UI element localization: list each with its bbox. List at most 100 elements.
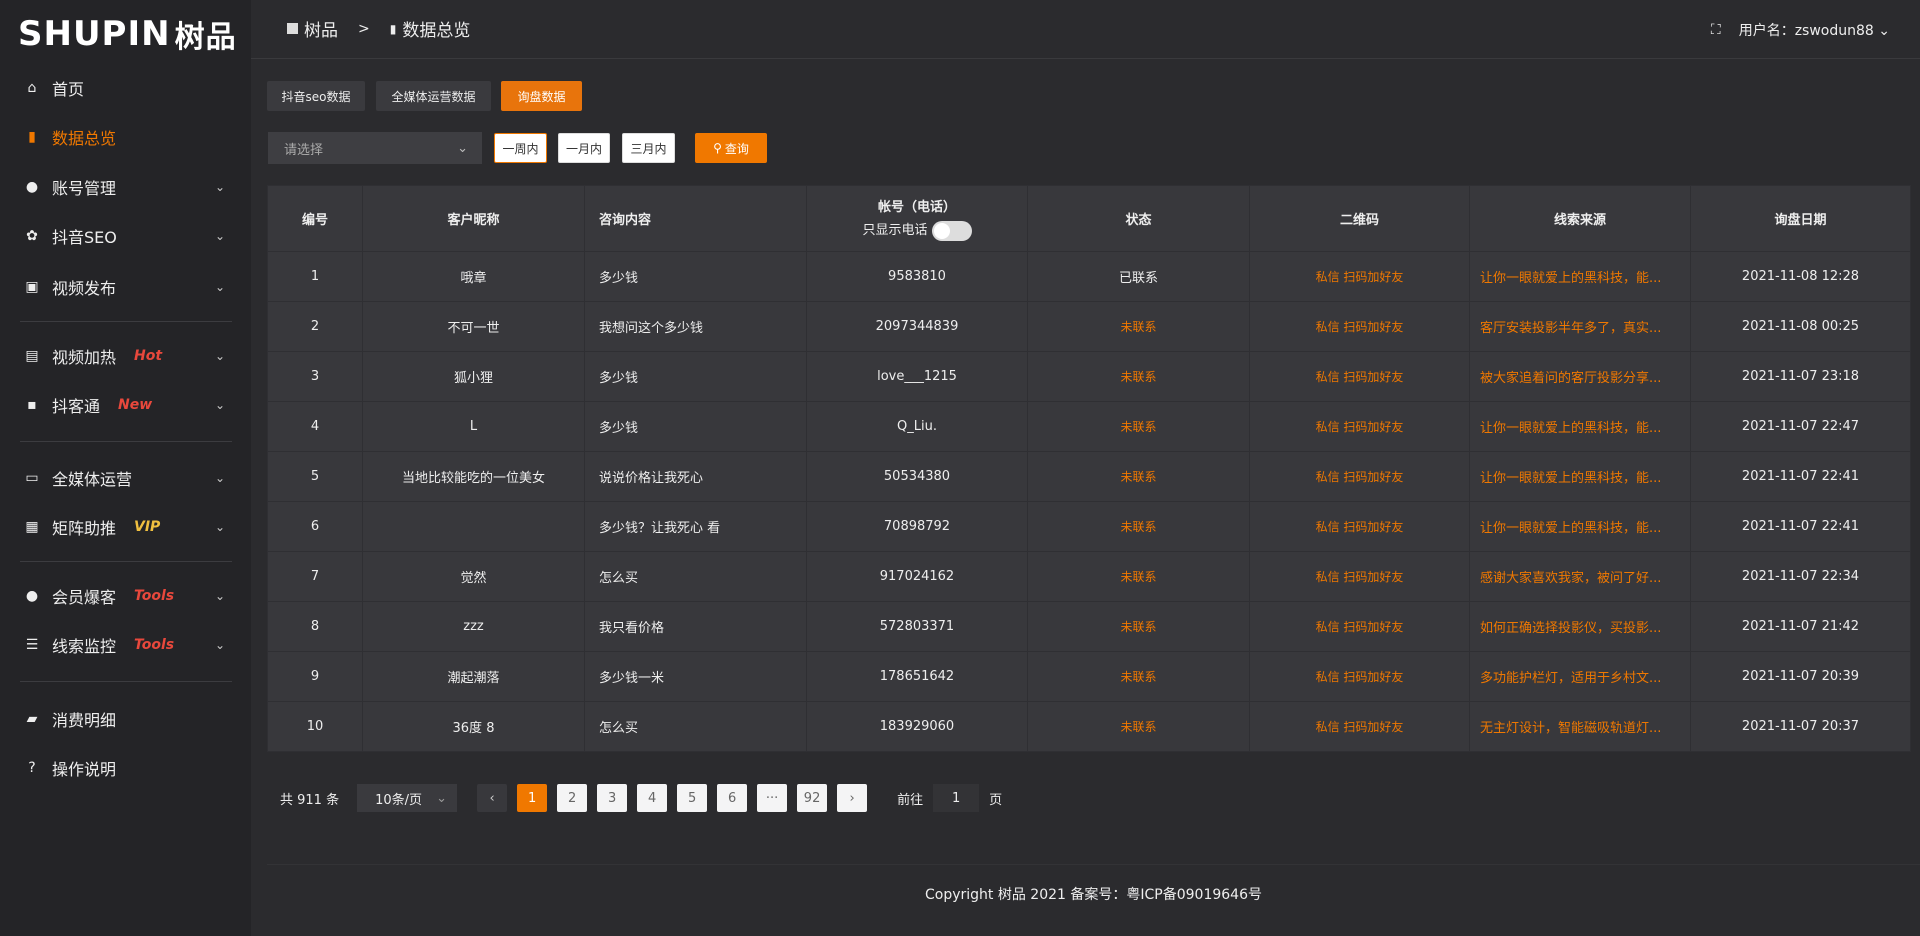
user-icon: ● [25,179,39,195]
cell-nickname: 狐小狸 [362,351,585,402]
cell-nickname: L [362,401,585,452]
sidebar-item-3[interactable]: ✿ 抖音SEO ⌄ [0,216,251,256]
cell-qrcode[interactable]: 私信 扫码加好友 [1249,351,1470,402]
chevron-down-icon: ⌄ [214,471,225,485]
divider [20,441,232,442]
wallet-icon: ▰ [26,711,38,727]
cell-content: 多少钱一米 [584,651,807,702]
query-button[interactable]: ⚲ 查询 [695,133,767,163]
range-month-button[interactable]: 一月内 [558,133,610,163]
source-select[interactable]: 请选择 ⌄ [268,132,482,164]
divider [20,561,232,562]
page-button[interactable]: ··· [757,784,788,812]
pagination: 共 911 条 10条/页 ⌄ ‹ 1 2 3 4 5 6 ··· 92 › 前往 1 页 [280,784,1002,812]
page-size-select[interactable]: 10条/页 ⌄ [357,784,458,812]
cell-qrcode[interactable]: 私信 扫码加好友 [1249,451,1470,502]
sidebar-item-11[interactable]: ▰ 消费明细 [0,699,251,739]
table-row: 3 狐小狸 多少钱 love___1215 未联系 私信 扫码加好友 被大家追着问的客厅投影… [267,351,1911,402]
cell-source[interactable]: 多功能护栏灯，适用于乡村文... [1469,651,1691,702]
home-icon: ⌂ [27,80,37,96]
cell-nickname: 当地比较能吃的一位美女 [362,451,585,502]
cell-id: 5 [267,451,363,502]
logo[interactable]: SHUPIN 树品 [18,14,237,55]
chevron-down-icon: ⌄ [214,180,225,194]
cell-source[interactable]: 如何正确选择投影仪，买投影... [1469,601,1691,652]
page-button[interactable]: 3 [597,784,628,812]
cell-source[interactable]: 让你一眼就爱上的黑科技，能... [1469,251,1691,302]
bar-chart-icon: ▮ [28,129,36,145]
cell-qrcode[interactable]: 私信 扫码加好友 [1249,301,1470,352]
cell-qrcode[interactable]: 私信 扫码加好友 [1249,251,1470,302]
cell-id: 2 [267,301,363,352]
sidebar-item-8[interactable]: ▦ 矩阵助推 VIP ⌄ [0,507,251,547]
sidebar-item-12[interactable]: ? 操作说明 [0,748,251,788]
page-size-value: 10条/页 [375,792,423,808]
cell-qrcode[interactable]: 私信 扫码加好友 [1249,701,1470,752]
chevron-down-icon: ⌄ [214,280,225,294]
cell-source[interactable]: 让你一眼就爱上的黑科技，能... [1469,451,1691,502]
phone-only-toggle[interactable] [931,220,972,241]
cell-date: 2021-11-07 20:39 [1690,651,1911,702]
cell-account: 178651642 [806,651,1028,702]
cell-source[interactable]: 客厅安装投影半年多了，真实... [1469,301,1691,352]
page-button[interactable]: 6 [717,784,748,812]
fullscreen-icon[interactable]: ⛶ [1710,22,1721,38]
sidebar-item-1[interactable]: ▮ 数据总览 [0,117,251,157]
page-button[interactable]: 92 [797,784,828,812]
cell-source[interactable]: 让你一眼就爱上的黑科技，能... [1469,401,1691,452]
sidebar-item-2[interactable]: ● 账号管理 ⌄ [0,167,251,207]
cell-qrcode[interactable]: 私信 扫码加好友 [1249,401,1470,452]
sidebar-item-label: 操作说明 [52,760,117,779]
prev-page-button[interactable]: ‹ [477,784,508,812]
page-button[interactable]: 5 [677,784,708,812]
cell-id: 10 [267,701,363,752]
user-menu[interactable]: 用户名：zswodun88 ⌄ [1739,20,1890,40]
sidebar-item-6[interactable]: ▪ 抖客通 New ⌄ [0,385,251,425]
logo-text: SHUPIN [18,14,171,54]
cell-qrcode[interactable]: 私信 扫码加好友 [1249,601,1470,652]
cell-source[interactable]: 感谢大家喜欢我家，被问了好... [1469,551,1691,602]
cell-content: 多少钱 [584,251,807,302]
cell-qrcode[interactable]: 私信 扫码加好友 [1249,501,1470,552]
cell-source[interactable]: 无主灯设计，智能磁吸轨道灯... [1469,701,1691,752]
breadcrumb-root[interactable]: 树品 [304,21,338,41]
user-icon: ● [25,588,39,604]
cell-source[interactable]: 让你一眼就爱上的黑科技，能... [1469,501,1691,552]
help-icon: ? [28,760,36,776]
next-page-button[interactable]: › [837,784,868,812]
range-3month-button[interactable]: 三月内 [622,133,675,163]
tab-inquiry[interactable]: 询盘数据 [501,81,582,111]
cell-qrcode[interactable]: 私信 扫码加好友 [1249,551,1470,602]
header-date: 询盘日期 [1690,185,1911,252]
breadcrumb-current: 数据总览 [402,21,471,41]
cell-source[interactable]: 被大家追着问的客厅投影分享... [1469,351,1691,402]
chevron-down-icon: ⌄ [214,349,225,363]
sidebar-item-0[interactable]: ⌂ 首页 [0,68,251,108]
sidebar-item-9[interactable]: ● 会员爆客 Tools ⌄ [0,576,251,616]
sidebar-item-4[interactable]: ▣ 视频发布 ⌄ [0,267,251,307]
cell-content: 多少钱？让我死心 看 [584,501,807,552]
cell-status: 已联系 [1027,251,1250,302]
sidebar-item-label: 首页 [52,80,85,99]
tab-all-media[interactable]: 全媒体运营数据 [376,81,491,111]
chat-icon: ▪ [27,397,37,413]
sidebar-item-label: 视频发布 [52,279,117,298]
cell-status: 未联系 [1027,401,1250,452]
range-week-button[interactable]: 一周内 [494,133,547,163]
cell-id: 4 [267,401,363,452]
page-button[interactable]: 1 [517,784,548,812]
cell-qrcode[interactable]: 私信 扫码加好友 [1249,651,1470,702]
sidebar-item-10[interactable]: ☰ 线索监控 Tools ⌄ [0,625,251,665]
cell-nickname: 哦章 [362,251,585,302]
table-row: 1 哦章 多少钱 9583810 已联系 私信 扫码加好友 让你一眼就爱上的黑科技，能...… [267,251,1911,302]
cell-date: 2021-11-07 22:41 [1690,501,1911,552]
cell-nickname: 觉然 [362,551,585,602]
tab-douyin-seo[interactable]: 抖音seo数据 [267,81,365,111]
goto-page-input[interactable]: 1 [933,784,980,812]
page-button[interactable]: 2 [557,784,588,812]
cell-status: 未联系 [1027,451,1250,502]
page-button[interactable]: 4 [637,784,668,812]
sidebar-item-tag: Hot [134,348,163,364]
sidebar-item-7[interactable]: ▭ 全媒体运营 ⌄ [0,458,251,498]
sidebar-item-5[interactable]: ▤ 视频加热 Hot ⌄ [0,336,251,376]
